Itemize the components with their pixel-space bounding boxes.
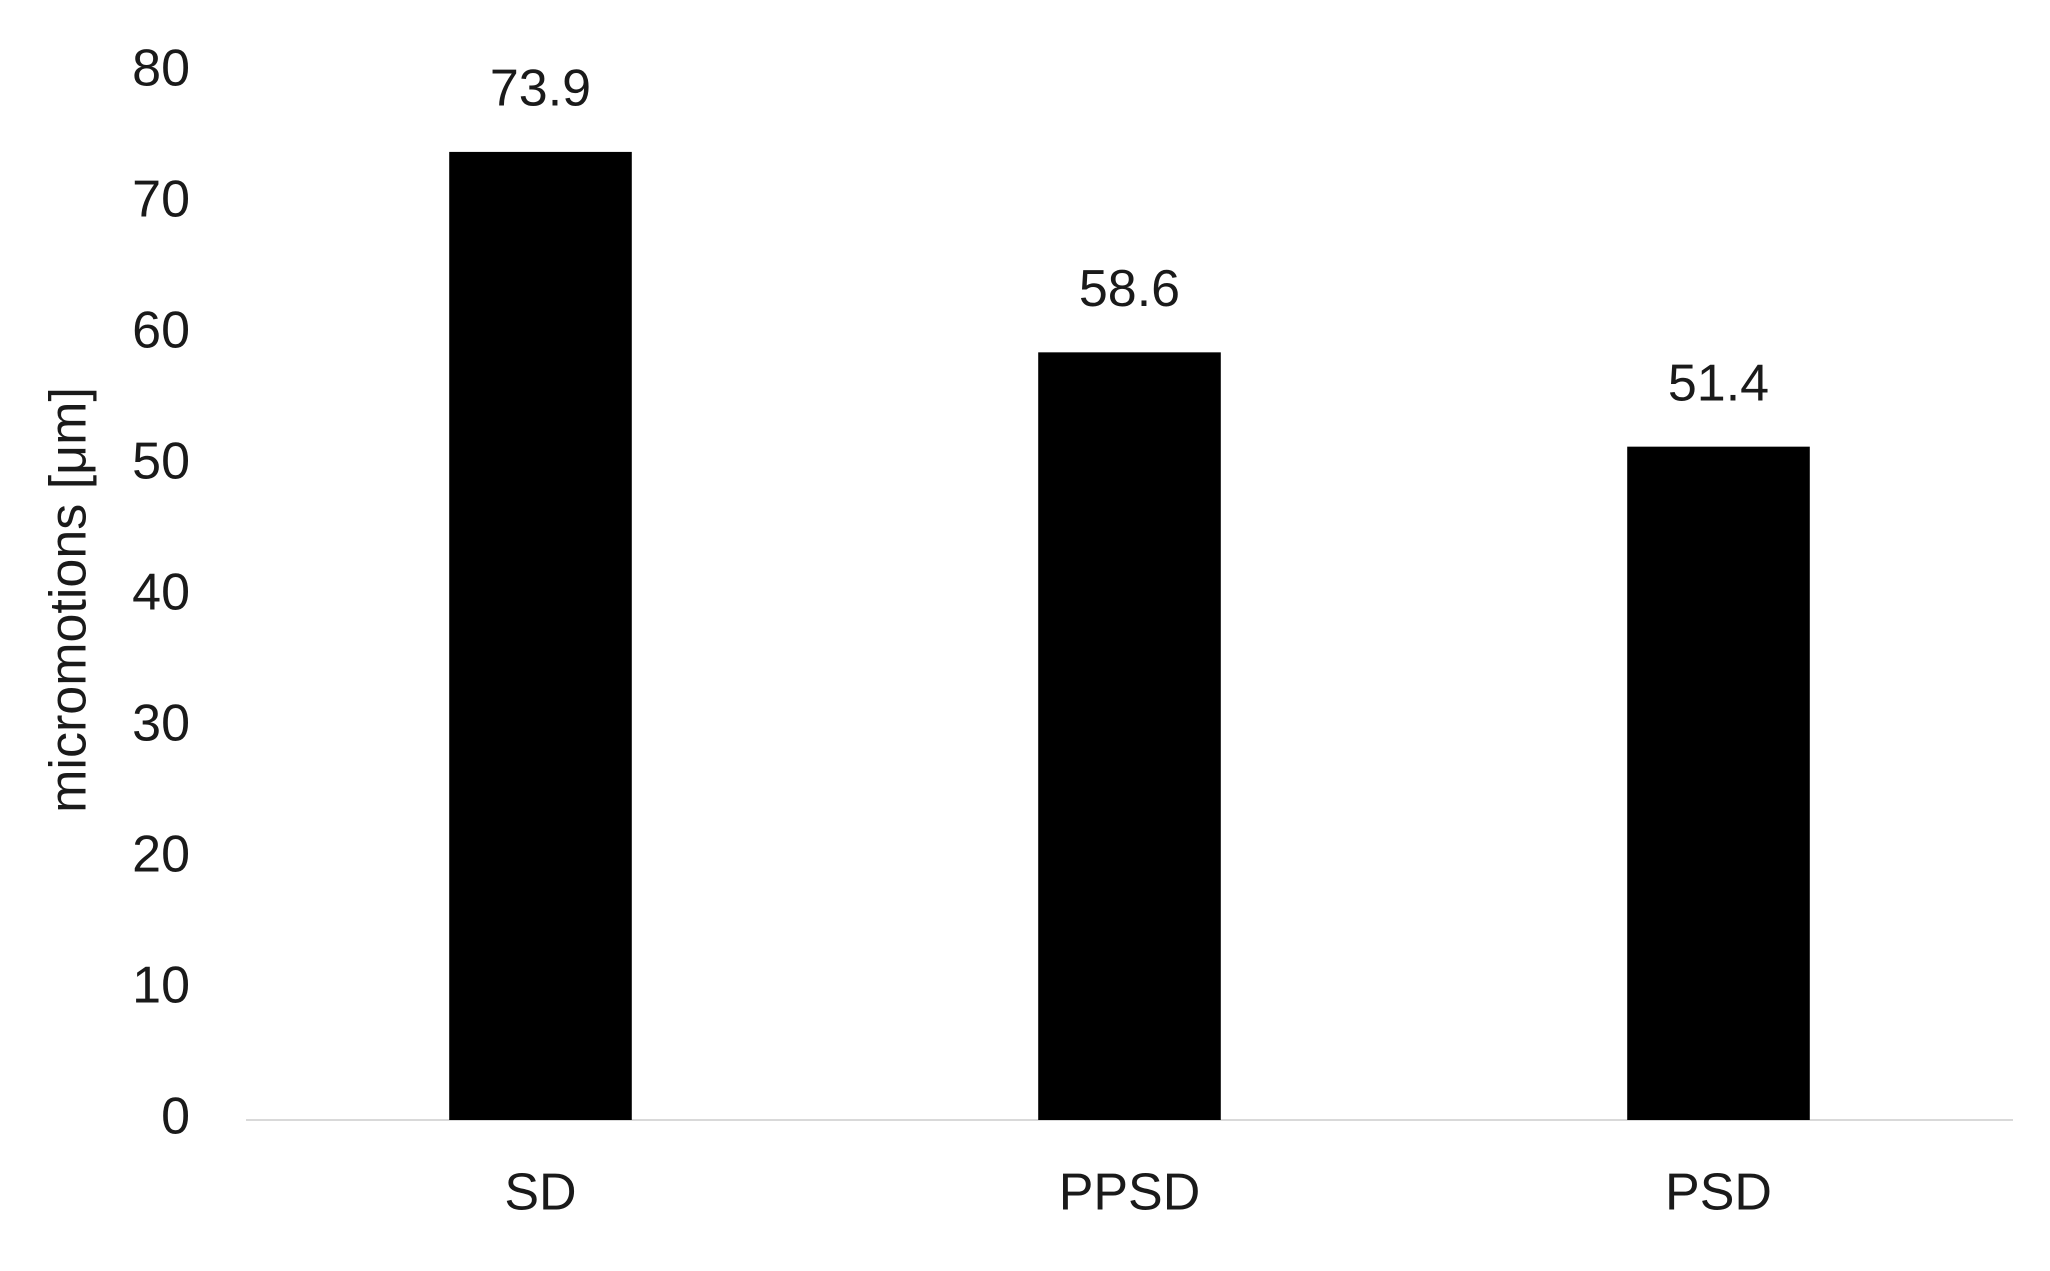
y-tick-label: 30 — [132, 695, 190, 753]
y-tick-label: 80 — [132, 40, 190, 98]
y-tick-label: 50 — [132, 433, 190, 491]
y-axis-label: micromotions [μm] — [40, 387, 98, 813]
y-tick-label: 10 — [132, 957, 190, 1015]
y-tick-label: 40 — [132, 564, 190, 622]
bar — [1627, 446, 1810, 1120]
bar — [1038, 352, 1221, 1121]
x-tick-label: PSD — [1665, 1164, 1772, 1222]
x-tick-label: SD — [504, 1164, 576, 1222]
y-tick-label: 70 — [132, 171, 190, 229]
y-tick-label: 60 — [132, 302, 190, 360]
value-label: 51.4 — [1668, 354, 1769, 412]
y-tick-label: 20 — [132, 826, 190, 884]
x-tick-label: PPSD — [1059, 1164, 1201, 1222]
value-label: 58.6 — [1079, 260, 1180, 318]
bar — [449, 151, 632, 1120]
y-tick-label: 0 — [161, 1088, 190, 1146]
value-label: 73.9 — [490, 60, 591, 118]
